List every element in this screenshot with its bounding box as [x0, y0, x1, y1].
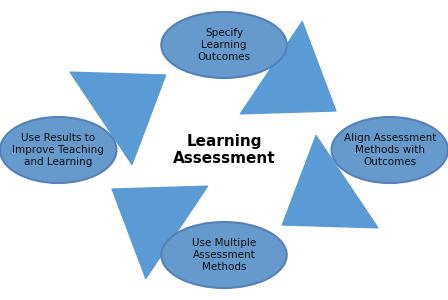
Ellipse shape: [0, 117, 116, 183]
Text: Use Results to
Improve Teaching
and Learning: Use Results to Improve Teaching and Lear…: [12, 134, 104, 166]
Text: Align Assessment
Methods with
Outcomes: Align Assessment Methods with Outcomes: [344, 134, 436, 166]
Text: Specify
Learning
Outcomes: Specify Learning Outcomes: [198, 28, 250, 61]
Ellipse shape: [161, 222, 287, 288]
Ellipse shape: [332, 117, 448, 183]
Text: Learning
Assessment: Learning Assessment: [172, 134, 276, 166]
Ellipse shape: [161, 12, 287, 78]
Text: Use Multiple
Assessment
Methods: Use Multiple Assessment Methods: [192, 238, 256, 272]
